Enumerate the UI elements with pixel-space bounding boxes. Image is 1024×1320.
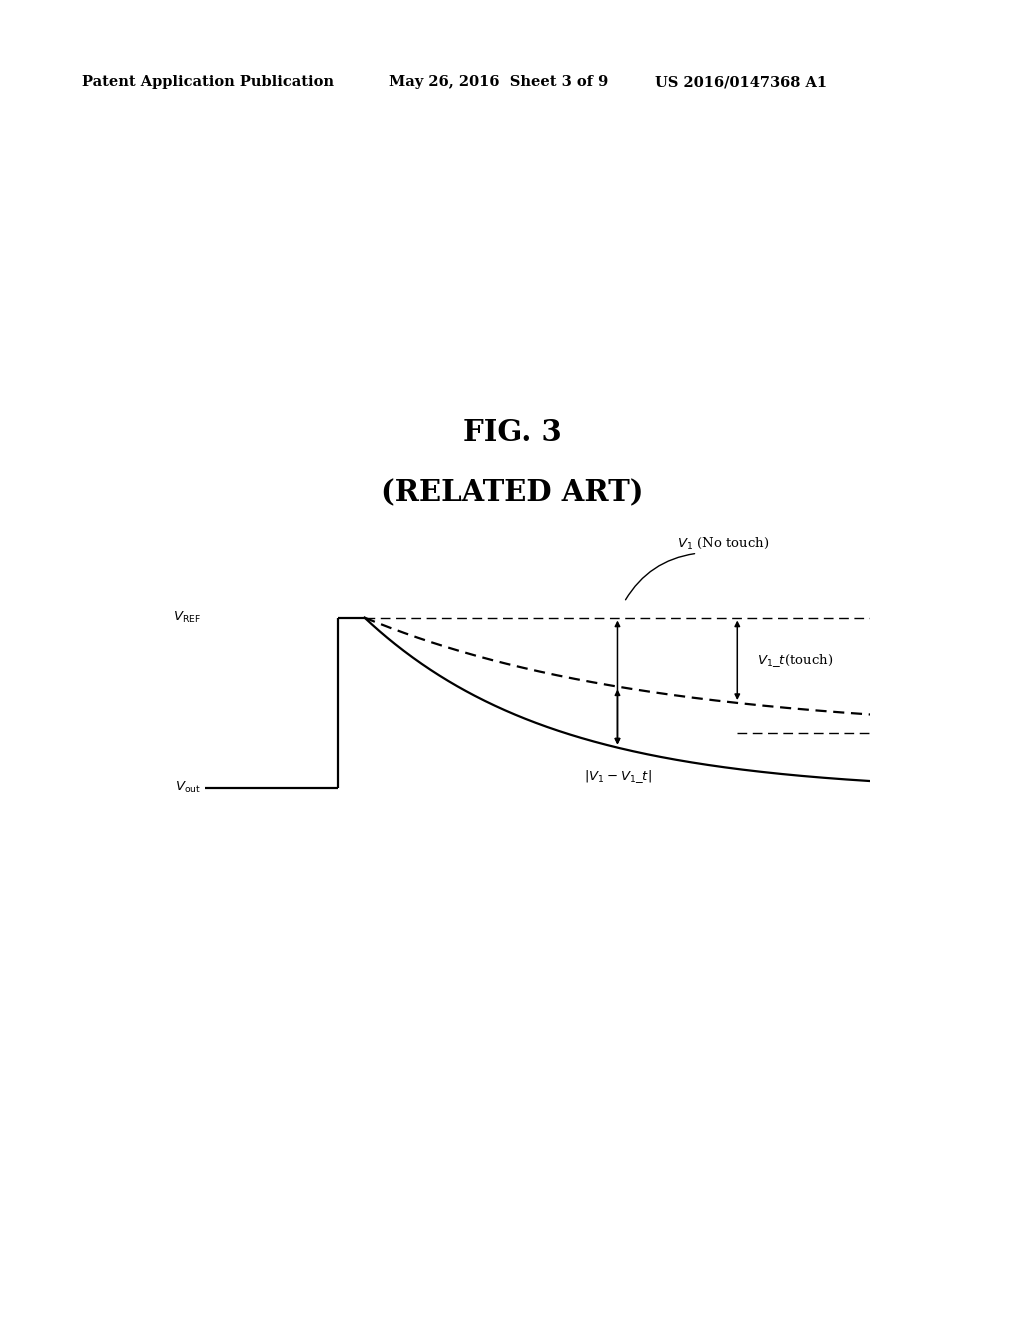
Text: $V_1\_t$(touch): $V_1\_t$(touch) (758, 652, 834, 669)
Text: $V_{\rm REF}$: $V_{\rm REF}$ (173, 610, 202, 626)
Text: $V_1$ (No touch): $V_1$ (No touch) (678, 536, 770, 550)
Text: May 26, 2016  Sheet 3 of 9: May 26, 2016 Sheet 3 of 9 (389, 75, 608, 90)
Text: $|V_1-V_1\_t|$: $|V_1-V_1\_t|$ (584, 768, 651, 785)
Text: Patent Application Publication: Patent Application Publication (82, 75, 334, 90)
Text: $V_{\rm out}$: $V_{\rm out}$ (175, 780, 202, 795)
Text: US 2016/0147368 A1: US 2016/0147368 A1 (655, 75, 827, 90)
Text: FIG. 3: FIG. 3 (463, 418, 561, 447)
Text: (RELATED ART): (RELATED ART) (381, 478, 643, 507)
